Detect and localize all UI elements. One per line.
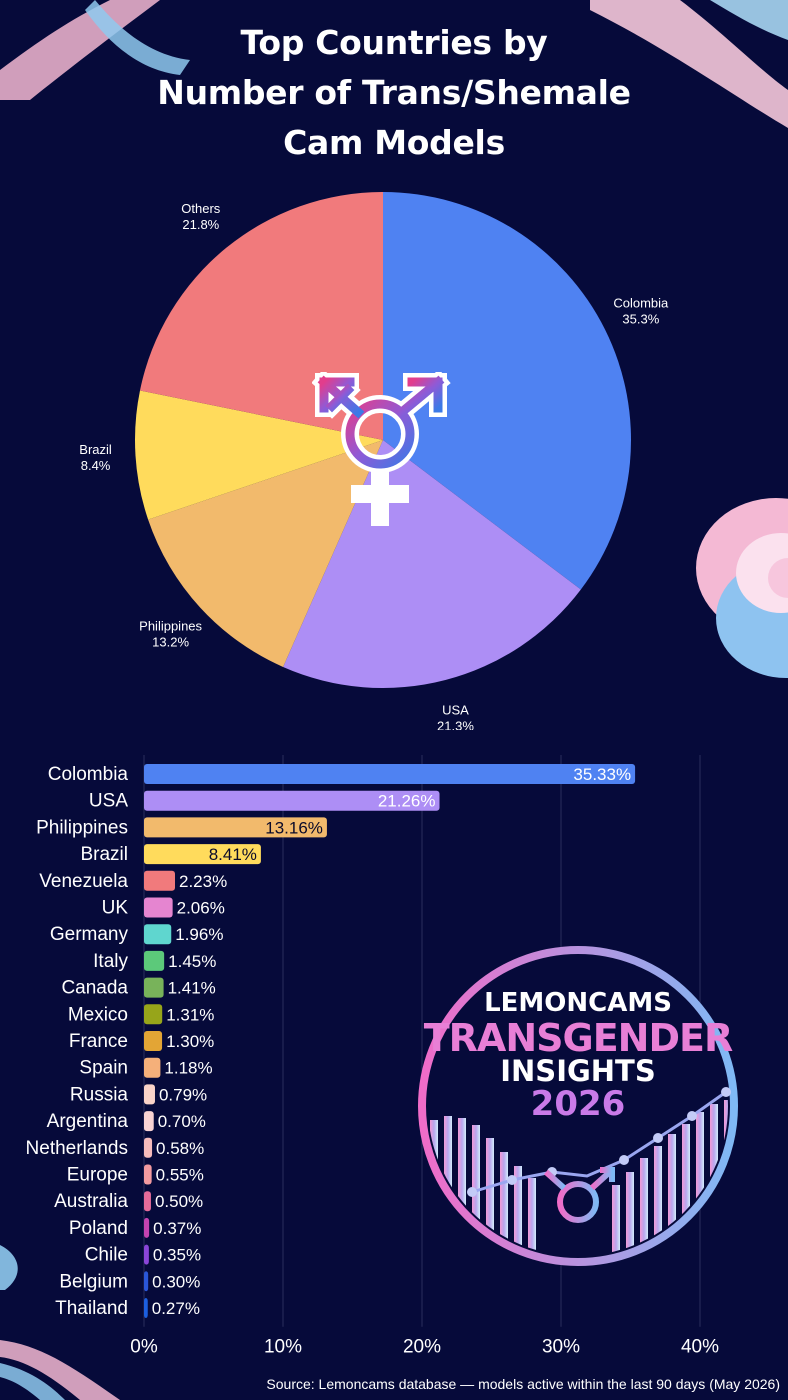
pie-label-colombia: Colombia (613, 296, 669, 311)
bar-france (144, 1031, 163, 1051)
bar-uk (144, 897, 173, 918)
bar-value-label: 1.18% (164, 1059, 212, 1078)
source-note: Source: Lemoncams database — models acti… (266, 1376, 780, 1392)
title-line-3: Cam Models (283, 123, 505, 162)
bar-value-label: 0.37% (153, 1219, 201, 1238)
bar-australia (144, 1191, 151, 1212)
category-label: Germany (50, 924, 129, 945)
x-tick-label: 10% (264, 1337, 302, 1358)
category-label: Europe (67, 1165, 128, 1186)
x-tick-label: 20% (403, 1337, 441, 1358)
lemoncams-badge: LEMONCAMS TRANSGENDER INSIGHTS 2026 (412, 940, 744, 1272)
bar-brazil (144, 844, 261, 865)
bar-colombia (144, 764, 636, 784)
badge-line-4: 2026 (530, 1084, 626, 1124)
bar-value-label: 8.41% (209, 845, 257, 864)
pie-label-others: Others (181, 201, 221, 216)
category-label: Australia (54, 1191, 128, 1212)
bar-value-label: 1.41% (168, 979, 216, 998)
bar-value-label: 0.35% (153, 1246, 201, 1265)
bar-value-label: 0.27% (152, 1299, 200, 1318)
bar-value-label: 0.50% (155, 1192, 203, 1211)
category-label: Belgium (59, 1271, 128, 1292)
category-label: Philippines (36, 817, 128, 838)
bar-value-label: 13.16% (265, 818, 323, 837)
bar-value-label: 0.55% (156, 1166, 204, 1185)
bar-value-label: 1.31% (166, 1005, 214, 1024)
x-tick-label: 40% (681, 1337, 719, 1358)
bar-usa (144, 790, 440, 811)
badge-line-1: LEMONCAMS (484, 988, 672, 1018)
pie-slice-brazil (134, 390, 383, 520)
title-line-2: Number of Trans/Shemale (157, 73, 631, 112)
bar-italy (144, 950, 165, 971)
category-label: Argentina (47, 1111, 129, 1132)
bar-venezuela (144, 870, 175, 891)
category-label: Netherlands (26, 1138, 128, 1159)
bar-value-label: 0.58% (156, 1139, 204, 1158)
bar-value-label: 1.45% (168, 952, 216, 971)
pie-value-usa: 21.3% (437, 719, 474, 730)
bar-value-label: 1.96% (175, 925, 223, 944)
category-label: UK (102, 898, 129, 919)
bar-value-label: 0.30% (152, 1272, 200, 1291)
category-label: Italy (93, 951, 128, 972)
category-label: Mexico (68, 1004, 128, 1025)
bar-value-label: 0.79% (159, 1085, 207, 1104)
category-label: France (69, 1031, 128, 1052)
x-tick-label: 0% (130, 1337, 158, 1358)
pie-value-colombia: 35.3% (622, 312, 659, 327)
pie-label-brazil: Brazil (79, 442, 112, 457)
bar-canada (144, 977, 164, 998)
pie-value-brazil: 8.4% (81, 458, 111, 473)
bar-europe (144, 1164, 152, 1185)
category-label: Colombia (48, 764, 129, 785)
bar-belgium (144, 1271, 149, 1292)
pie-value-others: 21.8% (182, 217, 219, 232)
bar-value-label: 21.26% (378, 792, 436, 811)
badge-line-2: TRANSGENDER (423, 1016, 733, 1060)
category-label: Thailand (55, 1298, 128, 1319)
category-label: Canada (61, 978, 128, 999)
bar-spain (144, 1057, 161, 1078)
bar-germany (144, 924, 172, 945)
bar-chart: 0% 10% 20% 30% 40% Colombia 35.33% USA 21.26% Phi… (26, 755, 719, 1358)
category-label: USA (89, 791, 128, 812)
category-label: Russia (70, 1084, 129, 1105)
bar-value-label: 2.23% (179, 872, 227, 891)
pie-label-usa: USA (442, 703, 469, 718)
bar-value-label: 0.70% (158, 1112, 206, 1131)
pie-slice-colombia (383, 192, 631, 590)
badge-ring-icon (418, 946, 738, 1266)
bar-netherlands (144, 1137, 153, 1158)
category-label: Venezuela (39, 871, 128, 892)
category-label: Spain (79, 1058, 128, 1079)
category-label: Chile (85, 1245, 128, 1266)
badge-line-3: INSIGHTS (500, 1054, 656, 1088)
pie-slice-philippines (148, 440, 383, 667)
category-label: Poland (69, 1218, 128, 1239)
category-label: Brazil (80, 844, 128, 865)
bar-chile (144, 1244, 149, 1265)
pie-value-philippines: 13.2% (152, 634, 189, 649)
x-tick-label: 30% (542, 1337, 580, 1358)
bar-value-label: 1.30% (166, 1032, 214, 1051)
pie-label-philippines: Philippines (139, 618, 202, 633)
bar-poland (144, 1217, 150, 1238)
bar-argentina (144, 1111, 154, 1132)
bar-russia (144, 1084, 155, 1105)
bar-value-label: 2.06% (177, 899, 225, 918)
bar-value-label: 35.33% (573, 765, 631, 784)
chart-title: Top Countries by Number of Trans/Shemale… (0, 18, 788, 168)
bar-thailand (144, 1298, 148, 1318)
title-line-1: Top Countries by (240, 23, 548, 62)
bar-philippines (144, 817, 327, 838)
bar-mexico (144, 1004, 163, 1025)
